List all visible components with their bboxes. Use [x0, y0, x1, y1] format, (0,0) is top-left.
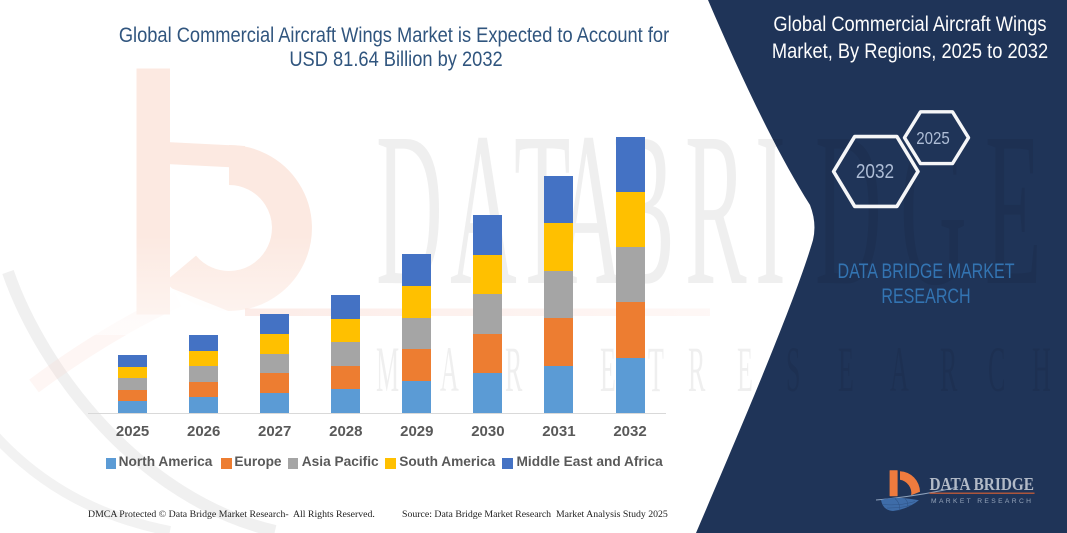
svg-text:C: C	[988, 333, 1005, 405]
svg-text:T: T	[648, 333, 664, 405]
svg-text:M: M	[376, 333, 399, 405]
svg-text:DATA BRIDGE: DATA BRIDGE	[930, 474, 1035, 494]
svg-text:D: D	[815, 89, 882, 332]
svg-text:R: R	[688, 333, 705, 405]
svg-text:A: A	[440, 333, 459, 405]
svg-text:R: R	[685, 89, 747, 332]
svg-text:S: S	[786, 333, 800, 405]
svg-text:E: E	[600, 333, 616, 405]
svg-text:R: R	[940, 333, 957, 405]
svg-text:E: E	[737, 333, 753, 405]
svg-text:A: A	[890, 333, 909, 405]
svg-text:E: E	[838, 333, 854, 405]
svg-text:E: E	[985, 89, 1041, 332]
svg-text:I: I	[755, 89, 786, 332]
svg-text:R: R	[505, 333, 522, 405]
svg-text:MARKET RESEARCH: MARKET RESEARCH	[931, 498, 1033, 505]
svg-text:H: H	[1032, 333, 1051, 405]
